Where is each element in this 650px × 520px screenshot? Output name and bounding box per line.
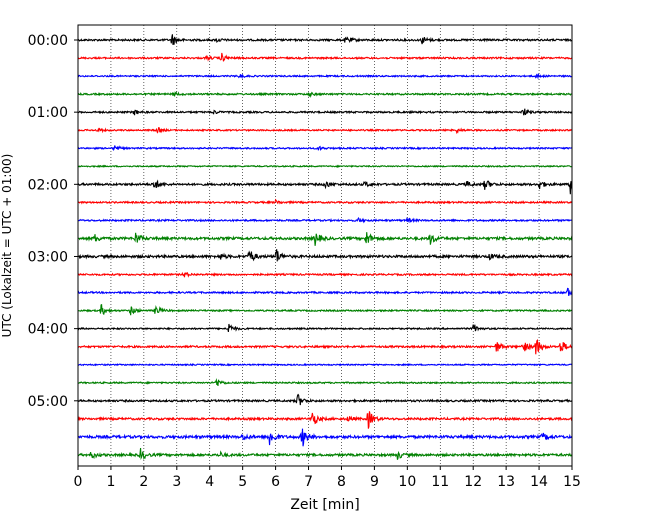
x-tick-label: 9 [370, 474, 379, 490]
trace-row-10 [77, 216, 573, 224]
x-tick-label: 8 [337, 474, 346, 490]
trace-row-0 [77, 34, 573, 45]
trace-row-1 [77, 52, 573, 62]
x-tick-label: 1 [106, 474, 115, 490]
trace-row-19 [77, 378, 573, 387]
x-tick-label: 6 [271, 474, 280, 490]
x-tick-label: 10 [398, 474, 416, 490]
trace-row-22 [77, 428, 573, 447]
y-tick-label: 04:00 [28, 322, 68, 338]
trace-row-18 [77, 362, 573, 367]
y-axis-label: UTC (Lokalzeit = UTC + 01:00) [0, 154, 14, 338]
trace-row-13 [77, 271, 573, 278]
trace-row-2 [77, 72, 573, 80]
y-tick-label: 02:00 [28, 177, 68, 193]
x-tick-label: 11 [431, 474, 449, 490]
trace-row-21 [77, 411, 573, 429]
x-tick-label: 2 [139, 474, 148, 490]
y-tick-label: 03:00 [28, 249, 68, 265]
trace-row-7 [77, 164, 573, 169]
trace-row-12 [77, 249, 573, 262]
x-tick-label: 15 [563, 474, 581, 490]
x-tick-label: 3 [172, 474, 181, 490]
trace-row-8 [77, 179, 573, 195]
y-tick-label: 01:00 [28, 105, 68, 121]
y-axis: 00:00 01:00 02:00 03:00 04:00 05:00 [28, 33, 78, 410]
trace-row-3 [77, 91, 573, 98]
x-tick-label: 0 [74, 474, 83, 490]
y-tick-label: 05:00 [28, 394, 68, 410]
x-tick-label: 14 [530, 474, 548, 490]
x-axis: 0 1 2 3 4 5 6 7 8 9 10 11 12 13 14 15 [74, 466, 581, 490]
trace-row-4 [77, 108, 573, 116]
trace-row-6 [77, 145, 573, 152]
trace-row-5 [77, 126, 573, 135]
trace-row-17 [77, 338, 573, 355]
trace-row-16 [77, 323, 573, 333]
trace-row-15 [77, 303, 573, 316]
trace-row-14 [77, 287, 573, 297]
y-tick-label: 00:00 [28, 33, 68, 49]
trace-group [77, 34, 573, 460]
x-axis-label: Zeit [min] [290, 497, 359, 513]
trace-row-23 [77, 447, 573, 460]
x-tick-label: 5 [238, 474, 247, 490]
x-tick-label: 13 [497, 474, 515, 490]
plot-frame [77, 24, 573, 467]
trace-row-20 [77, 393, 573, 406]
trace-row-9 [77, 198, 573, 205]
trace-row-11 [77, 232, 573, 246]
x-tick-label: 7 [304, 474, 313, 490]
x-tick-label: 4 [205, 474, 214, 490]
x-tick-label: 12 [464, 474, 482, 490]
